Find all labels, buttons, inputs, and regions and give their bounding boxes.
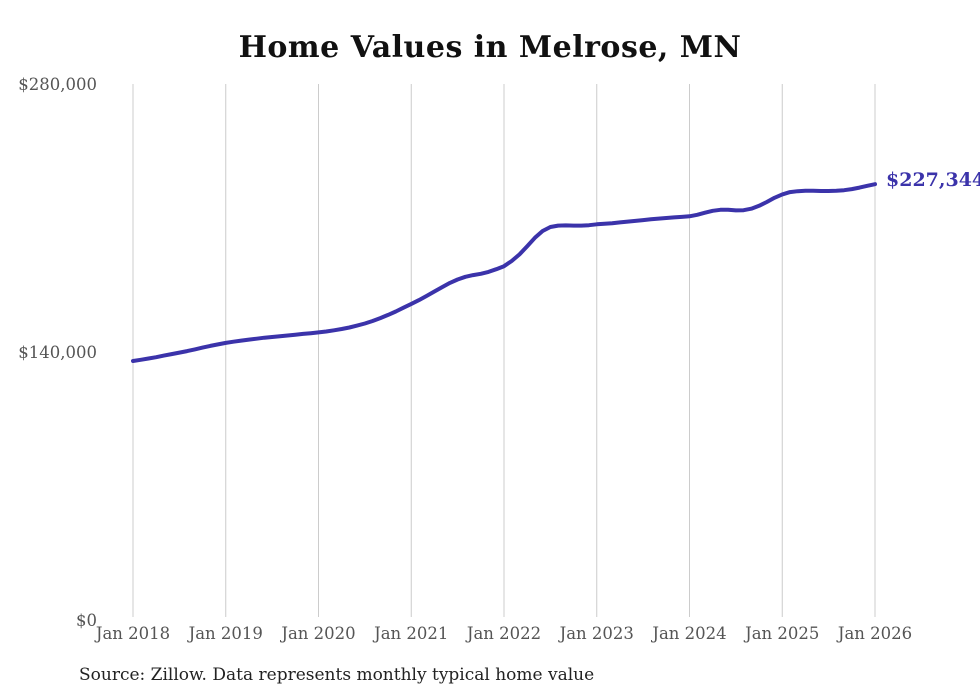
x-tick-label: Jan 2019 [188,624,263,643]
y-axis-label-140000: $140,000 [18,343,97,362]
y-axis-label-0: $0 [76,611,97,630]
y-axis-label-280000: $280,000 [18,75,97,94]
x-tick-label: Jan 2025 [745,624,820,643]
x-tick-label: Jan 2024 [652,624,727,643]
latest-value-label: $227,344 [886,169,980,191]
vertical-gridlines [132,84,876,617]
value-line [131,182,877,363]
x-tick-label: Jan 2018 [95,624,171,643]
x-tick-label: Jan 2026 [837,624,913,643]
x-tick-label: Jan 2021 [374,624,449,643]
source-note: Source: Zillow. Data represents monthly … [79,665,595,685]
x-tick-label: Jan 2023 [559,624,634,643]
chart-title: Home Values in Melrose, MN [238,30,742,65]
x-tick-label: Jan 2022 [466,624,542,643]
x-tick-label: Jan 2020 [281,624,356,643]
